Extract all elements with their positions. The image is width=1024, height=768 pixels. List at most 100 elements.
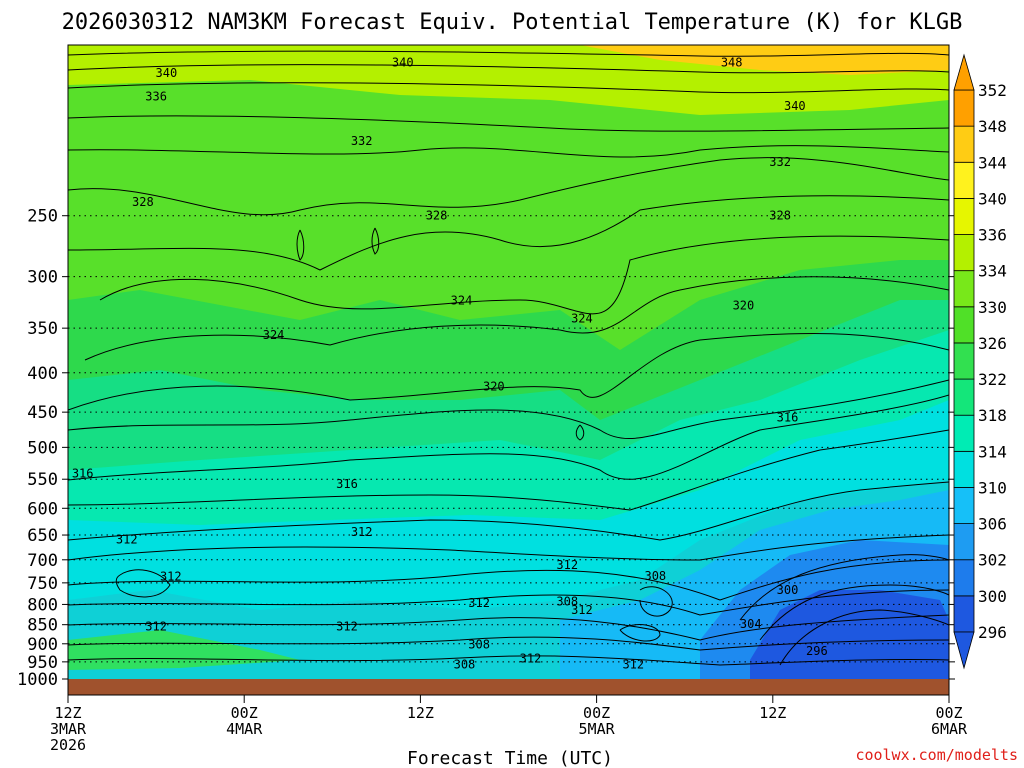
colorbar-label: 334 xyxy=(978,262,1007,281)
contour-label-text: 312 xyxy=(336,619,358,633)
colorbar-segment xyxy=(953,306,975,344)
contour-label-text: 296 xyxy=(806,644,828,658)
colorbar-label: 314 xyxy=(978,442,1007,461)
y-tick-label: 350 xyxy=(27,319,58,339)
colorbar-top-arrow xyxy=(953,53,975,91)
contour-label: 332 xyxy=(351,134,373,148)
plot-frame xyxy=(67,44,950,696)
contour-line xyxy=(68,379,949,440)
ground-bar xyxy=(68,679,949,695)
y-tick-label: 400 xyxy=(27,364,58,384)
colorbar-label: 348 xyxy=(978,117,1007,136)
contour-label-text: 308 xyxy=(454,658,476,672)
colorbar-segment xyxy=(953,342,975,380)
contour-label: 296 xyxy=(806,644,828,658)
colorbar-segment xyxy=(953,559,975,597)
y-tick-label: 750 xyxy=(27,574,58,594)
contour-label: 328 xyxy=(132,195,154,209)
y-tick-label: 900 xyxy=(27,635,58,655)
contour-line xyxy=(68,394,949,481)
contour-line xyxy=(68,534,949,561)
colorbar-segment xyxy=(953,197,975,235)
contour-line xyxy=(759,584,949,641)
contour-label-text: 324 xyxy=(451,293,473,307)
contour-label: 308 xyxy=(454,658,476,672)
contour-label: 312 xyxy=(336,619,358,633)
contour-label: 312 xyxy=(622,658,644,672)
contour-label: 324 xyxy=(451,293,473,307)
contour-line xyxy=(575,424,585,441)
contour-line xyxy=(68,82,949,94)
contour-line xyxy=(68,64,949,74)
contour-label-text: 316 xyxy=(336,477,358,491)
colorbar-segment xyxy=(953,234,975,272)
x-tick-label: 12Z xyxy=(759,704,786,722)
contour-label-text: 308 xyxy=(468,638,490,652)
contour-line xyxy=(68,429,949,511)
contour-line xyxy=(68,614,949,641)
colorbar-segment xyxy=(953,523,975,561)
contour-label-text: 316 xyxy=(72,467,94,481)
x-tick-label: 4MAR xyxy=(226,720,263,738)
contour-label: 324 xyxy=(263,328,285,342)
x-tick-label: 3MAR xyxy=(50,720,87,738)
colorbar-label: 336 xyxy=(978,226,1007,245)
contour-label: 312 xyxy=(468,596,490,610)
colorbar-label: 318 xyxy=(978,406,1007,425)
colorbar-label: 302 xyxy=(978,551,1007,570)
colorbar-segment xyxy=(953,89,975,127)
colorbar-segment xyxy=(953,595,975,633)
contour-label: 312 xyxy=(520,651,542,665)
colorbar-segment xyxy=(953,378,975,416)
contour-label-text: 312 xyxy=(351,525,373,539)
contour-line xyxy=(68,332,949,411)
contour-label-text: 340 xyxy=(156,66,178,80)
contour-label-text: 316 xyxy=(777,410,799,424)
contour-line xyxy=(68,589,949,616)
contour-label-text: 312 xyxy=(468,596,490,610)
chart-title: 2026030312 NAM3KM Forecast Equiv. Potent… xyxy=(62,10,963,35)
colorbar-label: 306 xyxy=(978,515,1007,534)
contour-label: 340 xyxy=(392,55,414,69)
contour-label: 340 xyxy=(784,99,806,113)
contour-line xyxy=(68,655,949,666)
y-tick-label: 450 xyxy=(27,403,58,423)
contour-line xyxy=(371,227,380,255)
x-tick-label: 12Z xyxy=(54,704,81,722)
colorbar-label: 330 xyxy=(978,298,1007,317)
contour-label: 308 xyxy=(468,638,490,652)
y-tick-label: 850 xyxy=(27,616,58,636)
contour-label-text: 348 xyxy=(721,55,743,69)
contour-label: 332 xyxy=(769,155,791,169)
contour-line xyxy=(779,609,949,666)
colorbar-segment xyxy=(953,450,975,488)
contour-line xyxy=(68,115,949,132)
colorbar-label: 352 xyxy=(978,81,1007,100)
y-tick-label: 300 xyxy=(27,268,58,288)
contour-label: 324 xyxy=(571,311,593,325)
contour-line xyxy=(68,145,949,158)
contour-label-text: 304 xyxy=(740,617,762,631)
contour-label: 312 xyxy=(556,558,578,572)
contour-label-text: 320 xyxy=(733,298,755,312)
contour-line xyxy=(639,586,673,617)
y-tick-label: 600 xyxy=(27,499,58,519)
y-tick-label: 650 xyxy=(27,526,58,546)
y-tick-label: 500 xyxy=(27,438,58,458)
x-tick-label: 00Z xyxy=(583,704,610,722)
contour-label: 348 xyxy=(721,55,743,69)
contour-label: 300 xyxy=(777,583,799,597)
colorbar-segment xyxy=(953,414,975,452)
colorbar-label: 310 xyxy=(978,478,1007,497)
contour-line xyxy=(68,481,949,541)
y-axis: 2503003504004505005506006507007508008509… xyxy=(17,207,955,690)
field-band-hot-top xyxy=(580,45,949,75)
contour-label: 340 xyxy=(156,66,178,80)
y-tick-label: 950 xyxy=(27,653,58,673)
contour-label: 320 xyxy=(733,298,755,312)
contour-label: 316 xyxy=(72,467,94,481)
